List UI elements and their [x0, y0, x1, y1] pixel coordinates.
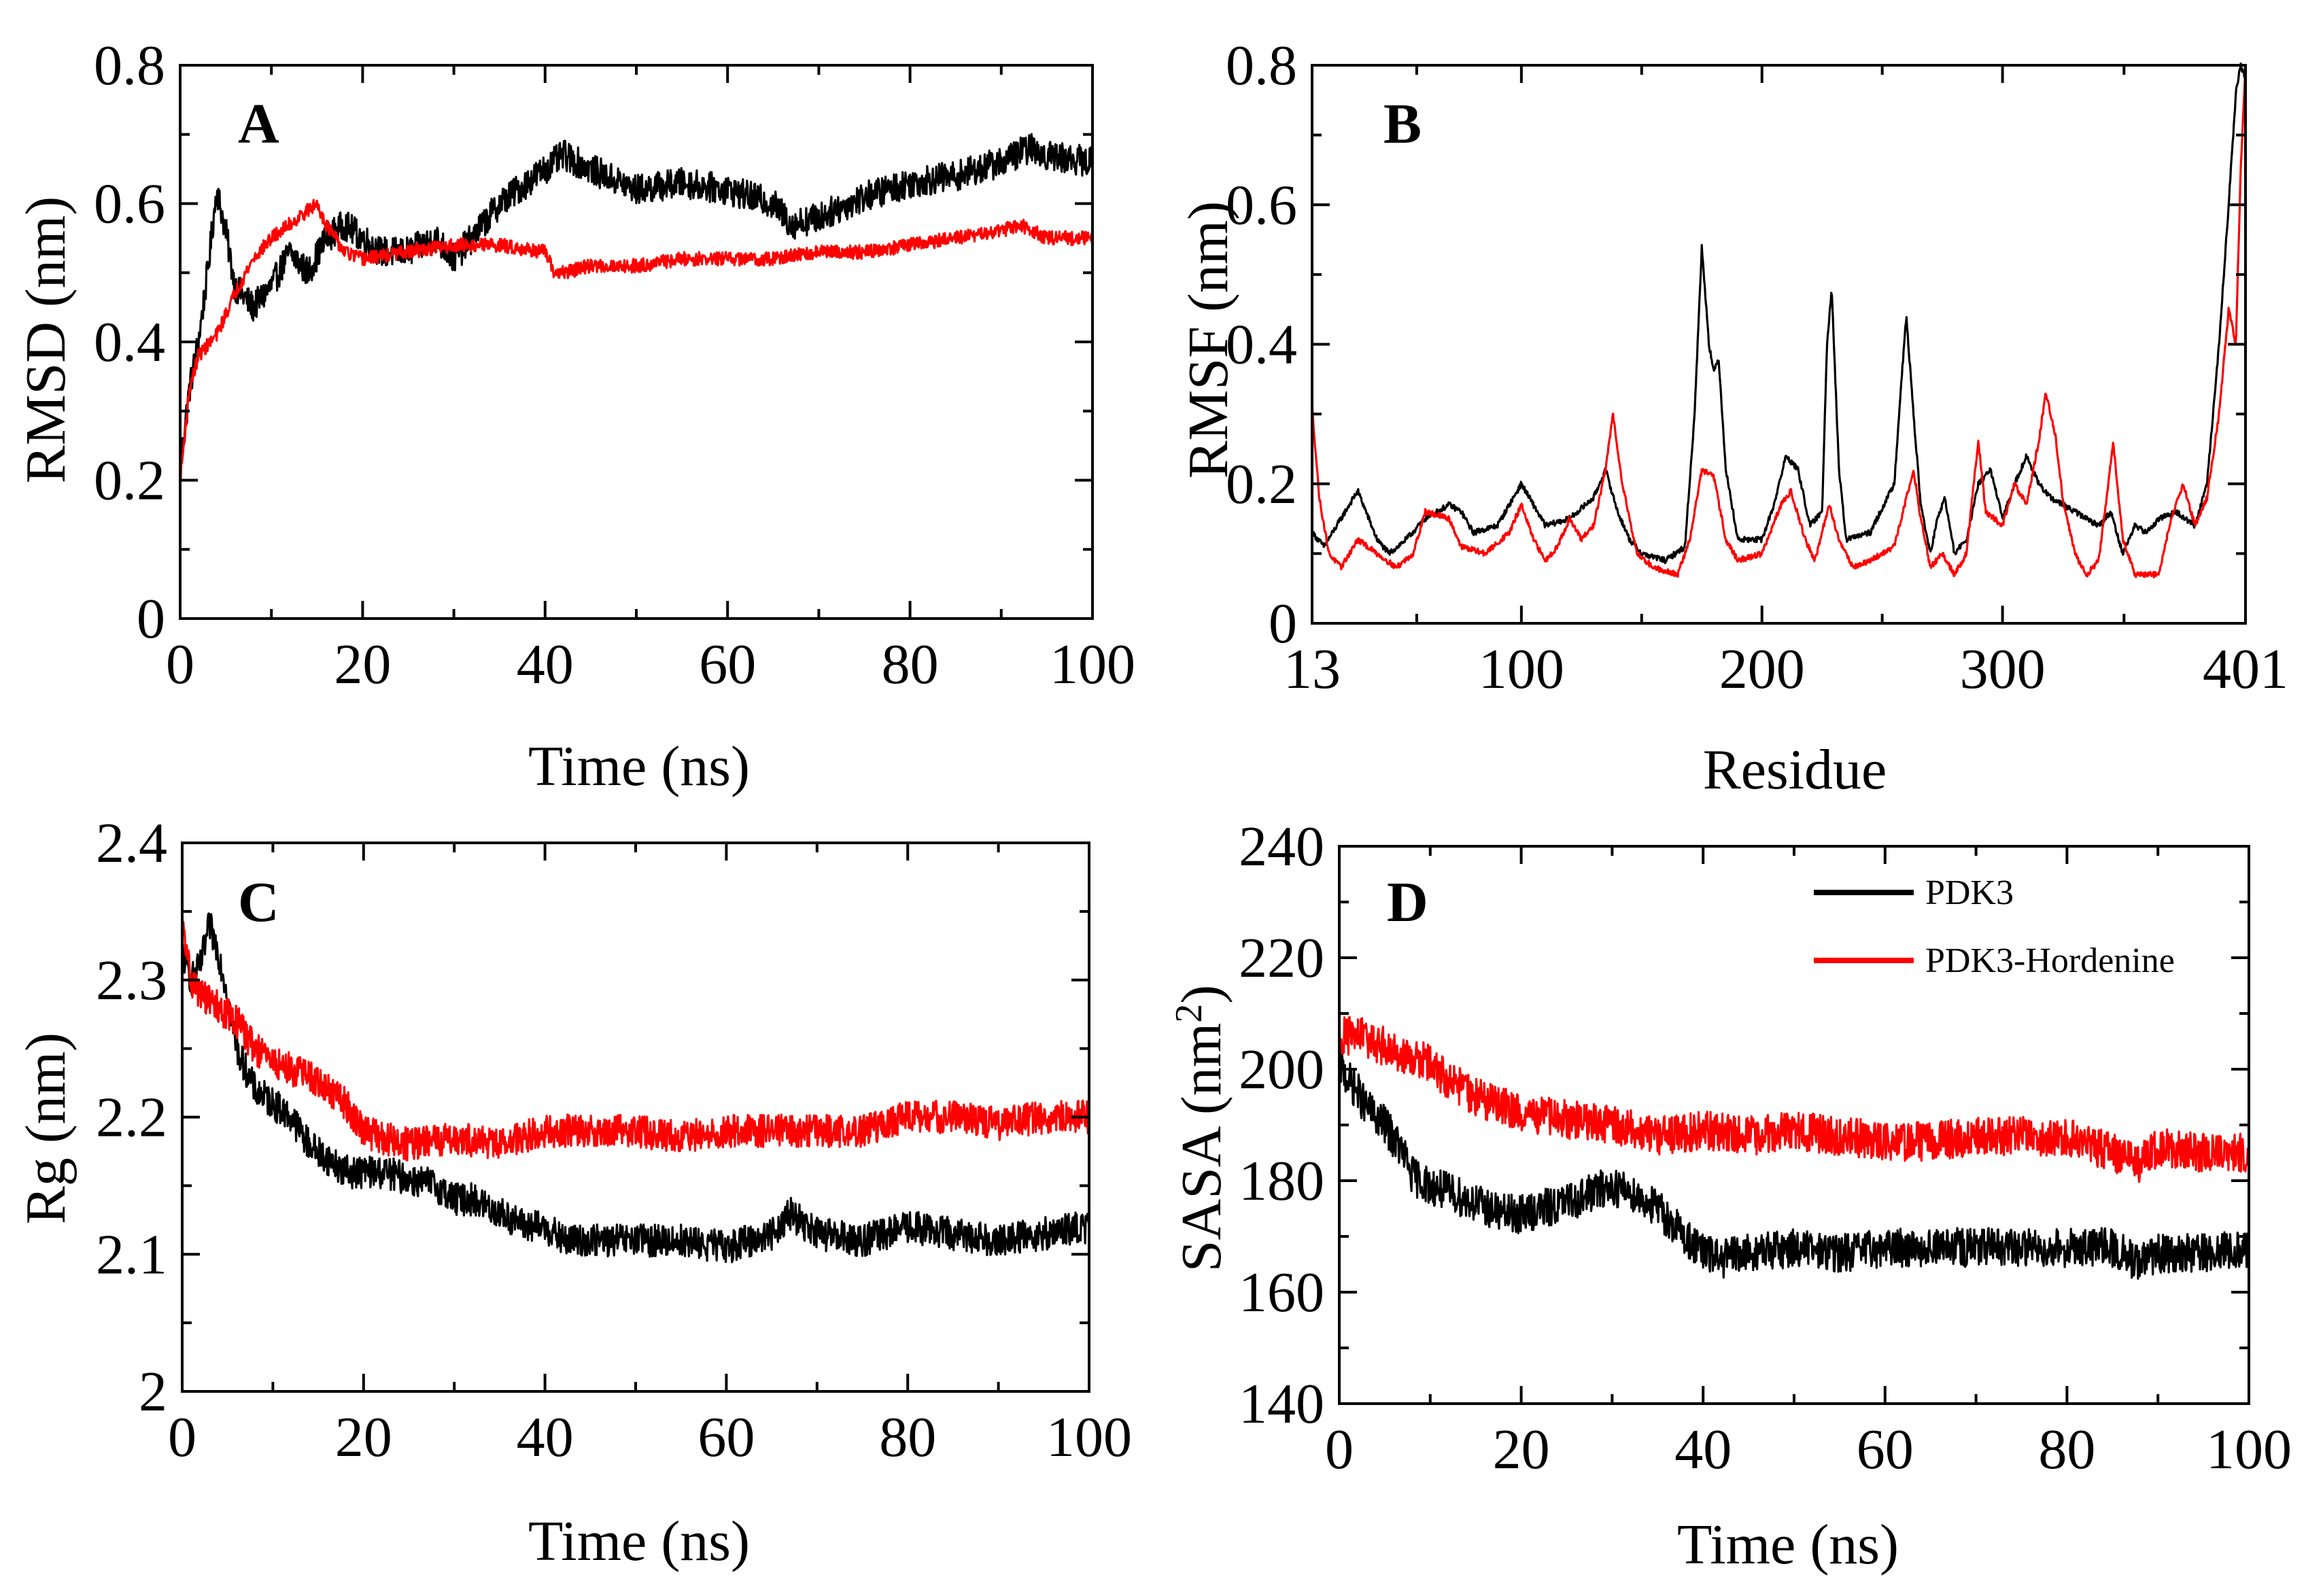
x-tick-label-c: 0 — [168, 1406, 196, 1469]
panel-c: C Time (ns) Rg (nm) 0 20 40 60 80 100 2 2.1 2.2 2… — [14, 812, 1132, 1573]
y-tick-label-b: 0 — [1269, 592, 1297, 655]
x-axis-label-b: Residue — [1703, 738, 1887, 801]
x-tick-label-a: 100 — [1050, 633, 1135, 696]
y-tick-label-a: 0.4 — [94, 311, 165, 374]
y-axis-label-d: SASA (nm2) — [1168, 985, 1233, 1272]
x-tick-label-c: 20 — [335, 1406, 392, 1469]
x-tick-label-d: 80 — [2038, 1418, 2095, 1481]
x-tick-label-a: 80 — [882, 633, 939, 696]
y-tick-label-c: 2.3 — [96, 949, 167, 1012]
series-line-d-pdk3 — [1339, 1045, 2249, 1280]
y-tick-label-d: 140 — [1239, 1372, 1324, 1436]
x-tick-label-c: 100 — [1046, 1406, 1132, 1469]
x-tick-label-d: 20 — [1493, 1418, 1550, 1481]
y-tick-label-c: 2.1 — [96, 1223, 167, 1286]
y-axis-label-b: RMSF (nm) — [1177, 201, 1240, 479]
y-axis-label-a: RMSD (nm) — [14, 196, 78, 483]
legend-label-pdk3: PDK3 — [1925, 873, 2014, 912]
y-tick-label-d: 220 — [1239, 926, 1324, 990]
series-line-c-pdk3 — [182, 912, 1089, 1264]
x-tick-label-a: 20 — [334, 633, 391, 696]
x-tick-label-d: 60 — [1857, 1418, 1914, 1481]
panel-letter-d: D — [1387, 871, 1428, 934]
x-tick-label-c: 60 — [698, 1406, 755, 1469]
y-axis-label-c: Rg (nm) — [14, 1033, 78, 1224]
y-tick-label-c: 2 — [139, 1360, 167, 1423]
x-tick-label-d: 40 — [1674, 1418, 1732, 1481]
panel-d: D Time (ns) SASA (nm2) PDK3 PDK3-Hordeni… — [1168, 815, 2292, 1576]
panel-letter-c: C — [238, 871, 279, 934]
y-tick-label-b: 0.6 — [1226, 173, 1297, 237]
x-tick-label-d: 100 — [2206, 1418, 2292, 1481]
panel-letter-a: A — [238, 92, 279, 156]
plot-frame-a — [179, 64, 1094, 620]
series-line-b-pdk3-hordenine — [1312, 66, 2245, 578]
y-tick-label-b: 0.2 — [1226, 453, 1297, 516]
series-line-a-pdk3-hordenine — [180, 198, 1092, 483]
legend-label-pdk3-hordenine: PDK3-Hordenine — [1925, 941, 2175, 980]
x-axis-label-d: Time (ns) — [1677, 1513, 1899, 1576]
y-tick-label-a: 0.8 — [94, 34, 165, 97]
x-tick-label-b: 200 — [1719, 638, 1805, 701]
y-tick-label-d: 240 — [1239, 815, 1324, 878]
plot-frame-b — [1311, 64, 2247, 625]
x-tick-label-a: 40 — [517, 633, 574, 696]
y-tick-label-b: 0.4 — [1226, 313, 1297, 377]
x-tick-label-b: 100 — [1479, 638, 1564, 701]
x-tick-label-c: 40 — [517, 1406, 574, 1469]
y-tick-label-c: 2.4 — [96, 812, 167, 875]
x-tick-label-c: 80 — [879, 1406, 936, 1469]
y-axis-label-d-end: ) — [1170, 985, 1233, 1004]
y-tick-label-a: 0 — [137, 587, 165, 650]
x-axis-label-c: Time (ns) — [528, 1510, 750, 1573]
y-tick-label-b: 0.8 — [1226, 34, 1297, 97]
series-line-a-pdk3 — [180, 133, 1092, 472]
x-tick-label-d: 0 — [1325, 1418, 1354, 1481]
y-tick-label-d: 180 — [1239, 1149, 1324, 1213]
y-tick-label-d: 200 — [1239, 1038, 1324, 1101]
x-tick-label-a: 60 — [699, 633, 756, 696]
panel-b: B Residue RMSF (nm) 13 100 200 300 401 0 0.2 0.… — [1177, 34, 2288, 801]
series-line-b-pdk3 — [1312, 63, 2245, 564]
panel-letter-b: B — [1383, 92, 1422, 156]
x-tick-label-b: 401 — [2203, 638, 2288, 701]
x-tick-label-b: 13 — [1284, 638, 1341, 701]
legend: PDK3 PDK3-Hordenine — [1814, 873, 2175, 980]
y-tick-label-a: 0.2 — [94, 449, 165, 513]
y-tick-label-c: 2.2 — [96, 1086, 167, 1149]
panel-a: A Time (ns) RMSD (nm) 0 20 40 60 80 100 0 0.2 0.… — [14, 34, 1135, 798]
y-tick-label-a: 0.6 — [94, 173, 165, 236]
y-tick-label-d: 160 — [1239, 1261, 1324, 1324]
y-axis-label-d-sup: 2 — [1168, 1004, 1210, 1023]
x-tick-label-b: 300 — [1960, 638, 2046, 701]
series-line-d-pdk3-hordenine — [1339, 1016, 2249, 1183]
series-line-c-pdk3-hordenine — [182, 915, 1089, 1162]
y-axis-label-d-main: SASA (nm — [1170, 1023, 1233, 1272]
x-axis-label-a: Time (ns) — [528, 735, 750, 798]
x-tick-label-a: 0 — [166, 633, 194, 696]
